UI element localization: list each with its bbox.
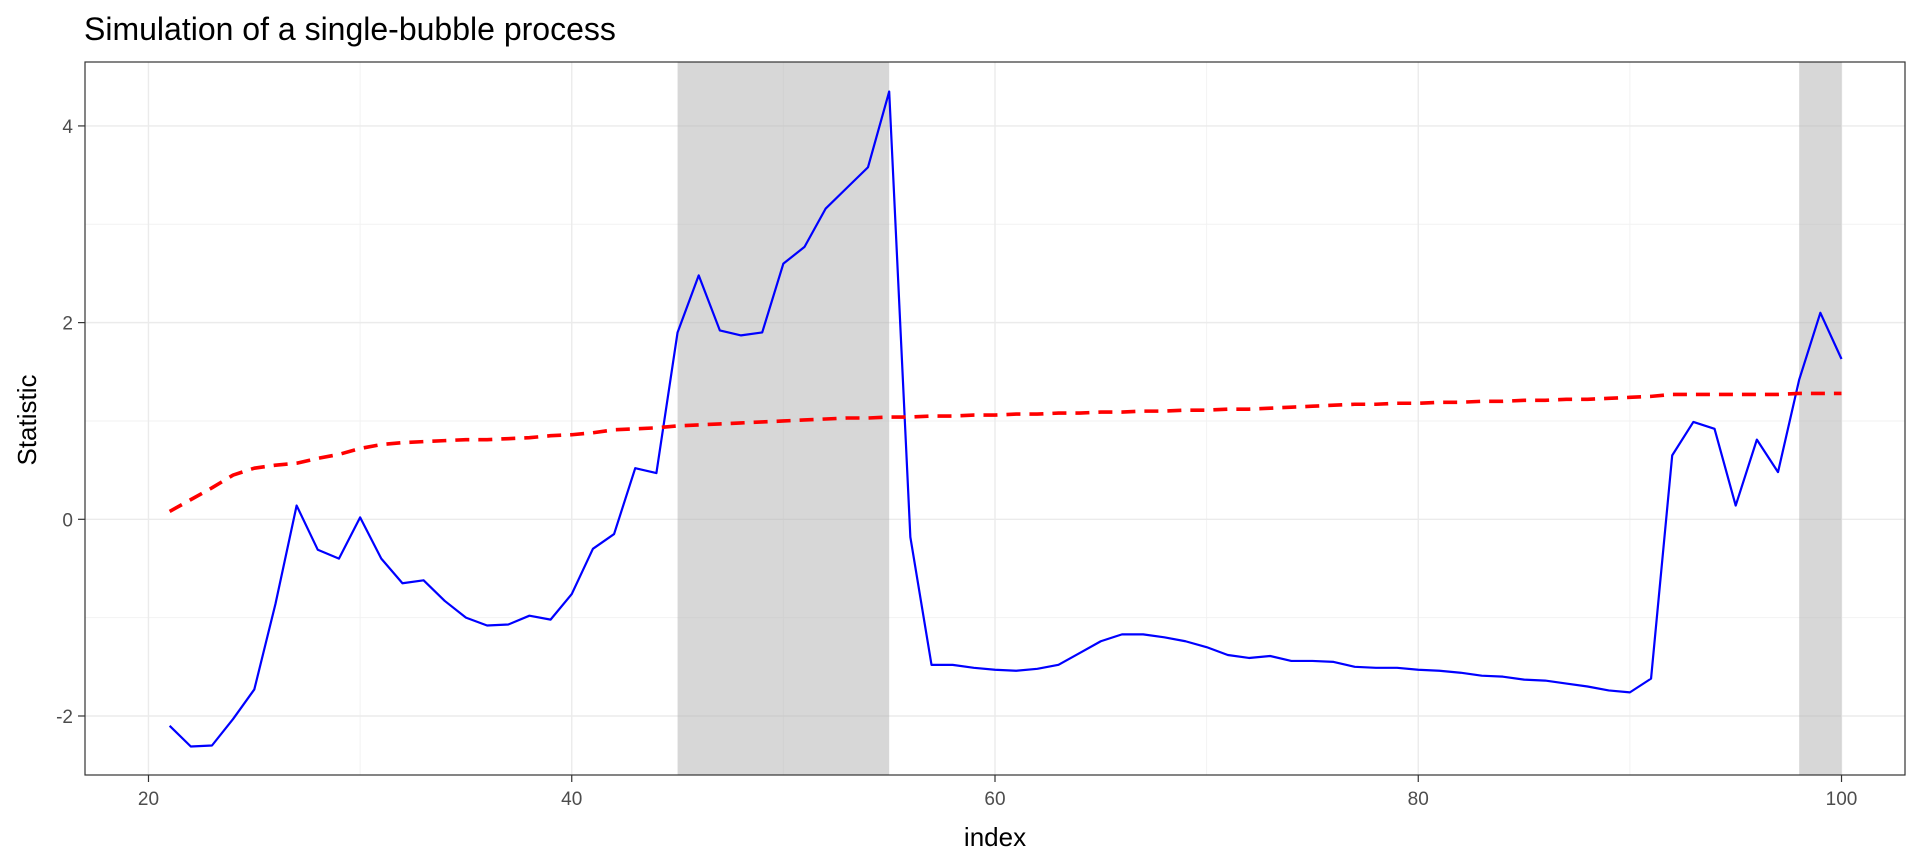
bubble-period-shade: [1799, 62, 1842, 775]
y-tick-label: 4: [62, 117, 73, 138]
statistic-line: [168, 90, 1843, 748]
y-axis: -2 0 2 4: [56, 117, 85, 728]
chart-title: Simulation of a single-bubble process: [84, 11, 616, 47]
y-tick-label: 0: [62, 510, 73, 531]
x-tick-label: 40: [561, 789, 582, 810]
x-tick-label: 20: [138, 789, 159, 810]
y-axis-title: Statistic: [12, 374, 42, 465]
x-tick-label: 100: [1826, 789, 1858, 810]
x-axis: 20 40 60 80 100: [138, 775, 1857, 810]
x-tick-label: 60: [984, 789, 1005, 810]
critical-value-line: [168, 391, 1842, 514]
series-layer: [168, 90, 1843, 748]
x-axis-title: index: [964, 822, 1026, 852]
y-tick-label: 2: [62, 314, 73, 335]
x-tick-label: 80: [1408, 789, 1429, 810]
y-tick-label: -2: [56, 707, 73, 728]
